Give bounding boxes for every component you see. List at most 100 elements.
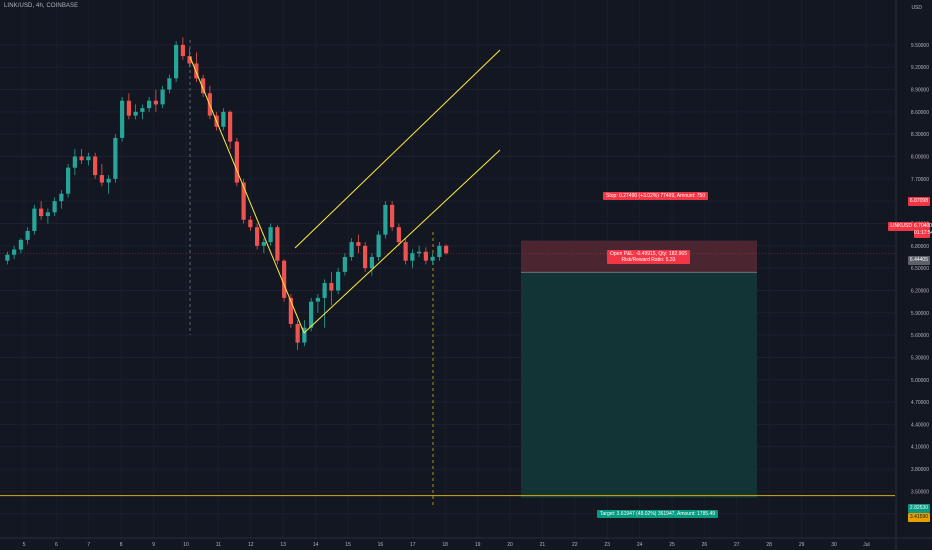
candle-body[interactable] xyxy=(86,156,91,161)
trend-line[interactable] xyxy=(294,49,501,249)
candle-body[interactable] xyxy=(423,251,428,261)
candle-body[interactable] xyxy=(12,249,17,255)
entry-label[interactable]: Open P&L: -0.49915, Qty: 182.965 Risk/Re… xyxy=(607,250,690,264)
candle-body[interactable] xyxy=(120,100,125,138)
candle-body[interactable] xyxy=(52,201,57,213)
target-label[interactable]: Target: 3.61947 (48.02%) 361947, Amount:… xyxy=(597,510,719,518)
candle-body[interactable] xyxy=(261,242,266,246)
time-tick-label: 18 xyxy=(442,542,448,548)
candle-body[interactable] xyxy=(241,182,246,220)
candle-body[interactable] xyxy=(309,301,314,328)
candle-body[interactable] xyxy=(167,78,172,90)
candle-body[interactable] xyxy=(140,108,145,112)
candle-body[interactable] xyxy=(160,89,165,105)
entry-price-tag: 6.44405 xyxy=(907,256,930,265)
candle-body[interactable] xyxy=(410,253,415,261)
time-tick-label: 27 xyxy=(734,542,740,548)
candle-body[interactable] xyxy=(66,167,71,194)
candle-body[interactable] xyxy=(99,175,104,183)
candle-body[interactable] xyxy=(228,111,233,142)
candle-body[interactable] xyxy=(363,245,368,269)
candle-body[interactable] xyxy=(113,137,118,179)
candle-body[interactable] xyxy=(282,260,287,298)
candle-body[interactable] xyxy=(396,227,401,243)
candle-body[interactable] xyxy=(268,227,273,243)
candle-body[interactable] xyxy=(383,204,388,235)
time-tick-label: 10 xyxy=(183,542,189,548)
candle-body[interactable] xyxy=(444,245,449,254)
time-tick-label: 6 xyxy=(55,542,58,548)
time-tick-label: 13 xyxy=(280,542,286,548)
candle-body[interactable] xyxy=(147,100,152,109)
candle-body[interactable] xyxy=(255,227,260,246)
last-symbol-tag: LINKUSD xyxy=(888,222,914,231)
candle-body[interactable] xyxy=(153,100,158,105)
candle-body[interactable] xyxy=(32,208,37,231)
candle-body[interactable] xyxy=(349,242,354,257)
candle-body[interactable] xyxy=(322,283,327,298)
candle-body[interactable] xyxy=(93,156,98,176)
candle-body[interactable] xyxy=(201,78,206,94)
candle-body[interactable] xyxy=(248,219,253,228)
candle-body[interactable] xyxy=(390,204,395,228)
candle-body[interactable] xyxy=(430,256,435,261)
price-tick-label: 5.90000 xyxy=(911,311,929,317)
entry-label-line-1: Open P&L: -0.49915, Qty: 182.965 xyxy=(610,251,687,257)
entry-label-line-2: Risk/Reward Ratio: 5.33 xyxy=(621,257,676,263)
candle-body[interactable] xyxy=(356,242,361,246)
candle-body[interactable] xyxy=(288,297,293,324)
candle-body[interactable] xyxy=(25,230,30,240)
candle-body[interactable] xyxy=(221,111,226,127)
candle-body[interactable] xyxy=(376,234,381,257)
candle-body[interactable] xyxy=(417,251,422,254)
price-tick-label: 3.50000 xyxy=(911,489,929,495)
time-tick-label: 14 xyxy=(313,542,319,548)
candle-body[interactable] xyxy=(180,44,185,57)
candle-body[interactable] xyxy=(72,156,77,168)
candle-body[interactable] xyxy=(302,327,307,343)
candle-body[interactable] xyxy=(336,271,341,291)
price-tick-label: 6.50000 xyxy=(911,266,929,272)
candle-body[interactable] xyxy=(79,156,84,161)
candle-body[interactable] xyxy=(45,212,50,217)
time-tick-label: 22 xyxy=(572,542,578,548)
candle-body[interactable] xyxy=(126,100,131,116)
time-tick-label: 20 xyxy=(507,542,513,548)
price-tick-label: 9.20000 xyxy=(911,65,929,71)
candle-body[interactable] xyxy=(315,297,320,302)
candle-body[interactable] xyxy=(369,256,374,269)
price-tick-label: 6.80000 xyxy=(911,244,929,250)
time-tick-label: Jul xyxy=(863,542,869,548)
last-price-tag: 6.70400 01:17:54 xyxy=(914,222,932,238)
candle-body[interactable] xyxy=(275,227,280,261)
candle-body[interactable] xyxy=(18,239,23,250)
candle-body[interactable] xyxy=(39,208,44,217)
price-tick-label: 7.70000 xyxy=(911,177,929,183)
candle-body[interactable] xyxy=(437,245,442,257)
price-tick-label: 5.60000 xyxy=(911,333,929,339)
candle-body[interactable] xyxy=(187,56,192,64)
candle-body[interactable] xyxy=(59,193,64,202)
time-tick-label: 24 xyxy=(637,542,643,548)
price-tick-label: 6.20000 xyxy=(911,288,929,294)
candle-body[interactable] xyxy=(174,44,179,79)
time-tick-label: 30 xyxy=(831,542,837,548)
candle-body[interactable] xyxy=(106,178,111,183)
candle-body[interactable] xyxy=(295,323,300,343)
candle-body[interactable] xyxy=(194,63,199,79)
candle-body[interactable] xyxy=(342,256,347,272)
stop-label[interactable]: Stop: 0.27490 (+3.02%) 77499, Amount: 75… xyxy=(603,192,709,200)
candle-body[interactable] xyxy=(5,254,10,261)
candle-body[interactable] xyxy=(403,242,408,261)
candle-body[interactable] xyxy=(329,283,334,291)
trend-line[interactable] xyxy=(189,56,305,334)
symbol-title[interactable]: LINK/USD, 4h, COINBASE xyxy=(4,3,79,9)
candle-body[interactable] xyxy=(234,141,239,183)
time-tick-label: 17 xyxy=(410,542,416,548)
trend-line[interactable] xyxy=(303,149,501,334)
target-price-tag-2: 3.41590 xyxy=(907,513,930,522)
candle-body[interactable] xyxy=(133,111,138,116)
target-zone[interactable] xyxy=(521,272,757,498)
